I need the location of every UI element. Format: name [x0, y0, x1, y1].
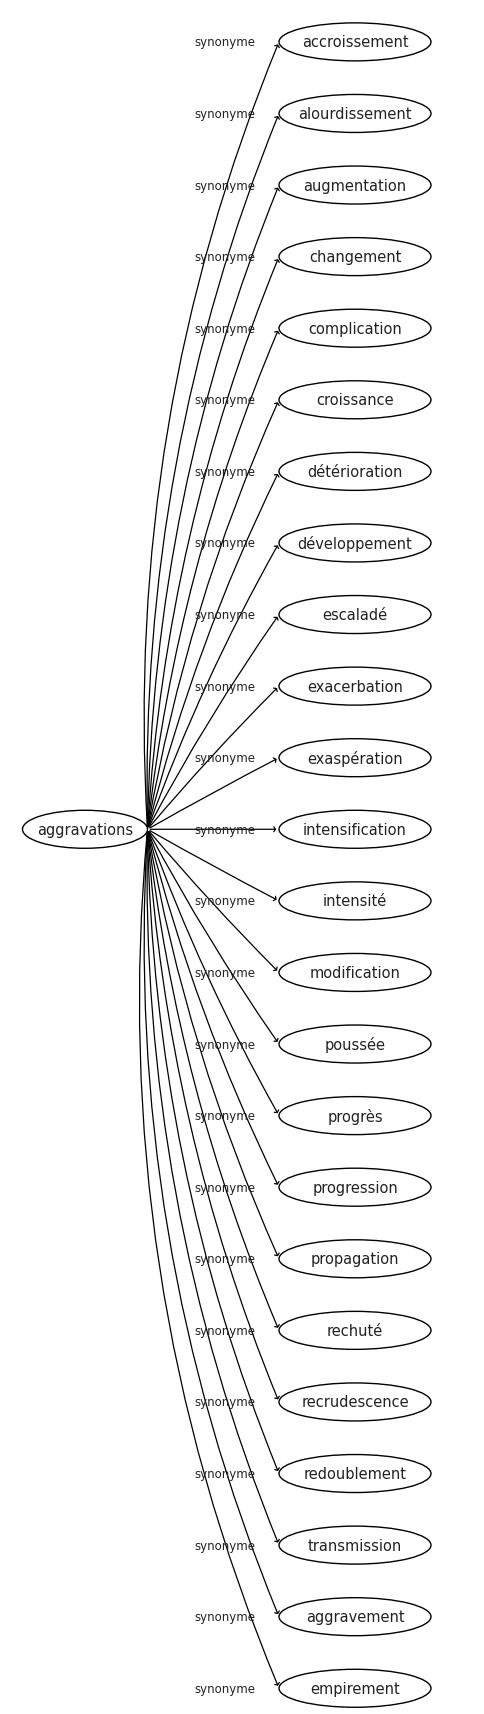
- Text: synonyme: synonyme: [194, 1181, 255, 1195]
- Ellipse shape: [278, 1669, 430, 1707]
- Text: poussée: poussée: [324, 1037, 385, 1052]
- Text: synonyme: synonyme: [194, 1681, 255, 1695]
- Ellipse shape: [278, 1455, 430, 1493]
- Text: synonyme: synonyme: [194, 36, 255, 50]
- Text: exacerbation: exacerbation: [306, 679, 402, 694]
- Text: synonyme: synonyme: [194, 108, 255, 122]
- Ellipse shape: [278, 166, 430, 206]
- Text: transmission: transmission: [307, 1537, 401, 1553]
- Ellipse shape: [278, 668, 430, 706]
- Text: propagation: propagation: [310, 1251, 398, 1267]
- Text: progression: progression: [312, 1179, 397, 1195]
- Text: synonyme: synonyme: [194, 250, 255, 264]
- Text: empirement: empirement: [309, 1681, 399, 1695]
- Text: redoublement: redoublement: [303, 1465, 406, 1481]
- Text: changement: changement: [308, 250, 400, 266]
- Text: intensification: intensification: [302, 823, 406, 838]
- Text: augmentation: augmentation: [303, 178, 406, 194]
- Text: aggravations: aggravations: [37, 823, 133, 838]
- Ellipse shape: [278, 238, 430, 276]
- Ellipse shape: [278, 739, 430, 776]
- Ellipse shape: [278, 452, 430, 492]
- Text: synonyme: synonyme: [194, 322, 255, 336]
- Ellipse shape: [278, 1597, 430, 1635]
- Text: complication: complication: [307, 322, 401, 336]
- Ellipse shape: [278, 811, 430, 848]
- Text: alourdissement: alourdissement: [298, 106, 411, 122]
- Text: croissance: croissance: [316, 393, 393, 408]
- Text: modification: modification: [309, 965, 400, 980]
- Text: escaladé: escaladé: [322, 608, 387, 622]
- Text: synonyme: synonyme: [194, 1467, 255, 1481]
- Ellipse shape: [278, 883, 430, 920]
- Text: synonyme: synonyme: [194, 967, 255, 979]
- Ellipse shape: [278, 1383, 430, 1421]
- Ellipse shape: [278, 310, 430, 348]
- Ellipse shape: [278, 1097, 430, 1135]
- Text: rechuté: rechuté: [326, 1323, 382, 1339]
- Ellipse shape: [278, 1525, 430, 1565]
- Text: progrès: progrès: [327, 1107, 382, 1124]
- Ellipse shape: [278, 96, 430, 134]
- Ellipse shape: [22, 811, 147, 848]
- Text: synonyme: synonyme: [194, 1253, 255, 1265]
- Text: synonyme: synonyme: [194, 180, 255, 192]
- Text: synonyme: synonyme: [194, 1539, 255, 1551]
- Ellipse shape: [278, 1239, 430, 1279]
- Text: synonyme: synonyme: [194, 823, 255, 836]
- Ellipse shape: [278, 1025, 430, 1063]
- Text: synonyme: synonyme: [194, 394, 255, 406]
- Text: synonyme: synonyme: [194, 1609, 255, 1623]
- Text: synonyme: synonyme: [194, 466, 255, 478]
- Text: accroissement: accroissement: [301, 36, 408, 50]
- Text: exaspération: exaspération: [306, 751, 402, 766]
- Text: synonyme: synonyme: [194, 895, 255, 908]
- Text: détérioration: détérioration: [307, 464, 402, 480]
- Text: synonyme: synonyme: [194, 536, 255, 550]
- Text: synonyme: synonyme: [194, 608, 255, 622]
- Text: intensité: intensité: [322, 893, 386, 908]
- Text: synonyme: synonyme: [194, 1395, 255, 1409]
- Ellipse shape: [278, 382, 430, 420]
- Ellipse shape: [278, 1311, 430, 1349]
- Text: synonyme: synonyme: [194, 1109, 255, 1123]
- Text: synonyme: synonyme: [194, 680, 255, 692]
- Text: synonyme: synonyme: [194, 1039, 255, 1051]
- Text: synonyme: synonyme: [194, 752, 255, 764]
- Text: aggravement: aggravement: [305, 1609, 404, 1625]
- Ellipse shape: [278, 596, 430, 634]
- Ellipse shape: [278, 524, 430, 562]
- Text: synonyme: synonyme: [194, 1325, 255, 1337]
- Text: développement: développement: [297, 536, 411, 552]
- Text: recrudescence: recrudescence: [301, 1395, 408, 1409]
- Ellipse shape: [278, 24, 430, 62]
- Ellipse shape: [278, 1169, 430, 1207]
- Ellipse shape: [278, 955, 430, 992]
